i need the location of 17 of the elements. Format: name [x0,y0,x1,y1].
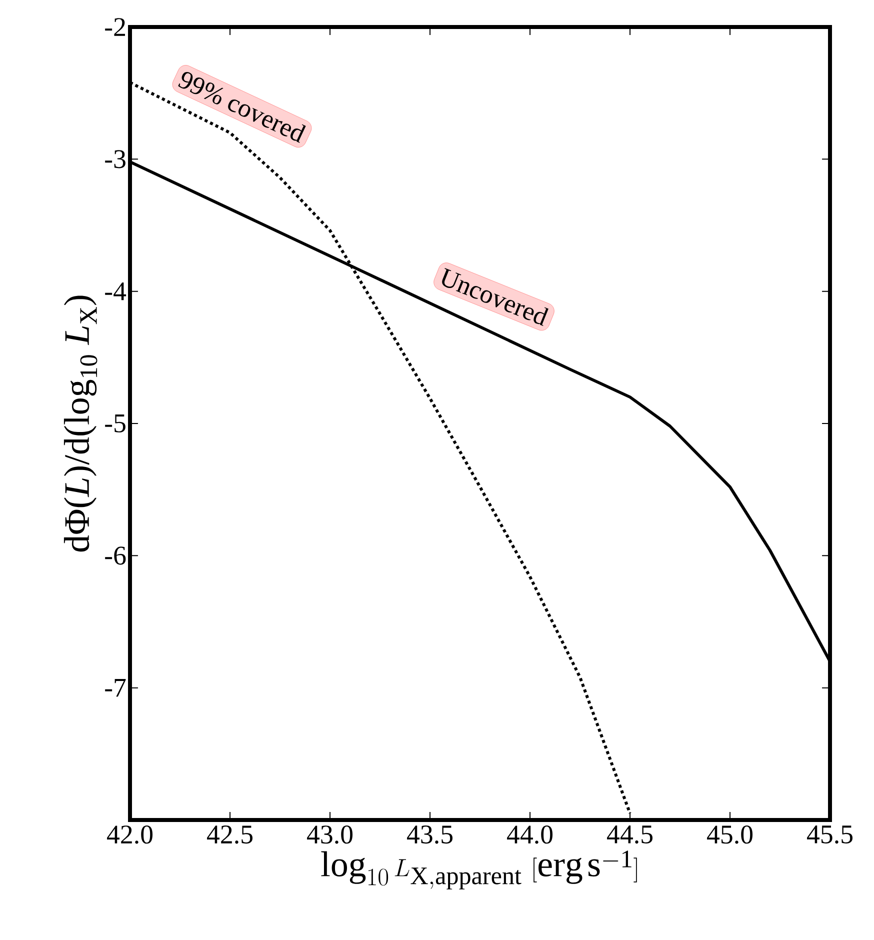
y-tick-label: -3 [105,150,126,168]
x-tick-label: 45.5 [806,826,852,844]
x-tick-label: 43.5 [406,826,452,844]
x-tick-label: 45.0 [706,826,753,844]
y-tick-label: -7 [105,679,126,697]
x-tick-label: 44.5 [606,826,652,844]
y-tick-label: -5 [105,414,126,432]
annotation: 99% covered [178,72,306,143]
x-tick-label: 42.0 [106,826,153,844]
x-tick-label: 42.5 [206,826,252,844]
y-tick-label: -6 [105,546,126,565]
y-tick-label: -2 [105,18,125,36]
y-axis-title: dΦ(L)/d(log$_{10}$ L$_{X}$) [64,296,98,552]
x-tick-label: 44.0 [506,826,553,844]
x-axis-title: $\log_{10} L_{\mathrm{X,apparent}}\ [\mathrm{erg\,s^{-1}}]$ [321,850,637,890]
y-tick-label: -4 [105,282,126,300]
x-tick-label: 43.0 [306,826,353,844]
